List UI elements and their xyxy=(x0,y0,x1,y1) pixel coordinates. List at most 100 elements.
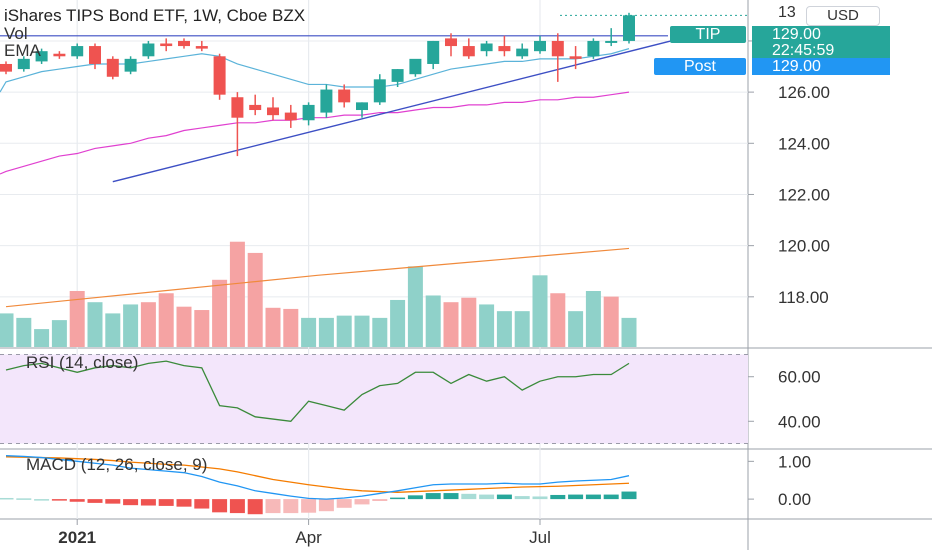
volume-bar xyxy=(514,311,530,347)
macd-histogram-bar xyxy=(16,498,32,500)
macd-histogram-bar xyxy=(550,494,566,500)
price-axis-label: 124.00 xyxy=(778,134,830,153)
volume-bar xyxy=(425,295,441,347)
candle-body xyxy=(320,89,333,113)
macd-histogram-bar xyxy=(514,496,530,500)
volume-bar xyxy=(390,299,406,347)
macd-histogram-bar xyxy=(390,497,406,500)
volume-bar xyxy=(461,297,477,347)
macd-histogram-bar xyxy=(479,494,495,500)
volume-bar xyxy=(336,315,352,347)
rsi-axis-label: 40.00 xyxy=(778,412,821,431)
macd-histogram-bar xyxy=(407,495,423,500)
candle xyxy=(445,33,457,57)
candle xyxy=(302,102,315,126)
volume-bar xyxy=(194,310,210,347)
macd-histogram-bar xyxy=(603,494,619,500)
volume-bar xyxy=(603,296,619,347)
candle xyxy=(427,40,440,70)
volume-bar xyxy=(621,317,637,347)
candle xyxy=(53,51,66,59)
candle-body xyxy=(391,69,404,82)
candle xyxy=(284,104,297,128)
candle xyxy=(89,43,101,70)
macd-histogram-bar xyxy=(51,499,67,501)
macd-histogram-bar xyxy=(443,493,459,500)
volume-bar xyxy=(354,315,370,347)
candle xyxy=(338,84,351,108)
volume-bar xyxy=(372,317,388,347)
candle xyxy=(409,58,422,77)
candle-body xyxy=(569,56,582,59)
volume-bar xyxy=(318,317,334,347)
candle xyxy=(569,46,582,70)
candle xyxy=(267,97,279,121)
macd-histogram-bar xyxy=(301,499,317,513)
macd-histogram-bar xyxy=(140,499,156,506)
candle xyxy=(35,48,48,64)
candle xyxy=(124,56,137,75)
ticker-badge: TIP xyxy=(670,26,746,43)
volume-bar xyxy=(229,241,245,347)
candle-body xyxy=(106,58,119,77)
volume-bar xyxy=(265,307,281,347)
candle xyxy=(373,74,386,105)
price-axis-label: 126.00 xyxy=(778,83,830,102)
macd-histogram-bar xyxy=(568,494,584,500)
macd-histogram-bar xyxy=(105,499,121,504)
candle-body xyxy=(587,40,600,57)
ema-legend: EMA xyxy=(4,41,41,60)
volume-bar xyxy=(585,291,601,347)
volume-bar xyxy=(158,293,174,347)
volume-bar xyxy=(568,311,584,347)
candle-body xyxy=(213,56,226,95)
candle-body xyxy=(231,97,244,118)
price-axis-label: 118.00 xyxy=(778,288,829,307)
macd-histogram-bar xyxy=(34,499,50,501)
candle xyxy=(142,40,155,59)
volume-bar xyxy=(69,291,85,347)
volume-bar xyxy=(212,279,228,347)
macd-histogram-bar xyxy=(0,497,14,500)
candle xyxy=(587,38,600,59)
volume-bar xyxy=(247,252,263,347)
volume-bar xyxy=(87,302,103,347)
candle-body xyxy=(427,40,440,64)
candle-body xyxy=(498,46,511,52)
candle-body xyxy=(0,63,12,72)
candle-body xyxy=(249,104,262,111)
candle-body xyxy=(53,53,66,57)
last-price-badge: 129.00 xyxy=(752,26,890,43)
price-axis-top-label: 13 xyxy=(778,4,796,21)
candle xyxy=(160,38,173,52)
macd-histogram-bar xyxy=(496,494,512,500)
rsi-legend: RSI (14, close) xyxy=(26,353,138,372)
volume-bar xyxy=(443,302,459,347)
candle-body xyxy=(445,38,457,47)
macd-histogram-bar xyxy=(425,493,441,500)
candle-body xyxy=(71,46,84,57)
candle-body xyxy=(516,48,529,57)
candle xyxy=(0,61,12,75)
macd-histogram-bar xyxy=(621,491,637,500)
rsi-axis-label: 60.00 xyxy=(778,368,821,387)
candle xyxy=(516,43,529,59)
candle xyxy=(320,84,333,118)
candle-body xyxy=(409,58,422,75)
macd-histogram-bar xyxy=(532,496,548,500)
candle-body xyxy=(89,46,101,64)
macd-histogram-bar xyxy=(212,499,228,513)
volume-bar xyxy=(123,304,139,347)
macd-histogram-bar xyxy=(265,499,281,514)
candle xyxy=(551,33,564,82)
candle xyxy=(213,53,226,100)
candle-body xyxy=(551,40,564,57)
currency-badge[interactable]: USD xyxy=(806,6,880,26)
volume-bar xyxy=(105,313,121,347)
macd-histogram-bar xyxy=(176,499,192,507)
macd-histogram-bar xyxy=(461,493,477,500)
price-axis-label: 122.00 xyxy=(778,185,830,204)
candle-body xyxy=(623,15,635,41)
trendline xyxy=(112,35,692,183)
